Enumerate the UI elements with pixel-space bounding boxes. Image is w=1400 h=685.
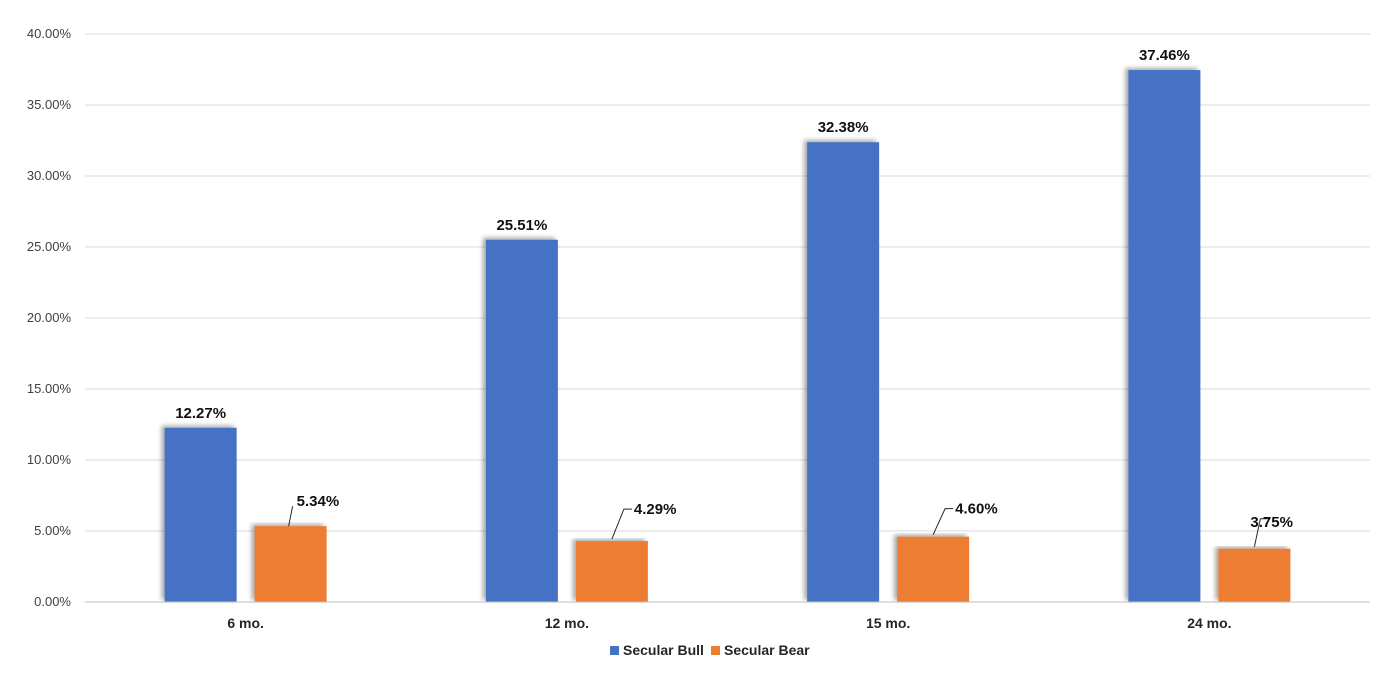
data-label: 3.75% <box>1250 514 1293 531</box>
data-label: 12.27% <box>175 405 226 422</box>
legend-label: Secular Bear <box>724 642 810 658</box>
y-tick-label: 10.00% <box>27 452 72 467</box>
bear-bar <box>575 541 648 602</box>
bear-bar <box>897 536 970 602</box>
data-label: 37.46% <box>1139 47 1190 64</box>
data-label: 32.38% <box>818 119 869 136</box>
legend-swatch <box>610 646 619 655</box>
legend-swatch <box>711 646 720 655</box>
label-leader-line <box>288 506 294 527</box>
bear-bar <box>1218 548 1291 602</box>
y-tick-label: 20.00% <box>27 310 72 325</box>
bars <box>164 70 1291 603</box>
y-tick-label: 40.00% <box>27 26 72 41</box>
legend-label: Secular Bull <box>623 642 704 658</box>
bull-bar <box>485 239 558 602</box>
x-tick-label: 15 mo. <box>866 615 910 631</box>
data-label: 25.51% <box>496 217 547 234</box>
x-tick-label: 24 mo. <box>1187 615 1231 631</box>
x-tick-label: 6 mo. <box>227 615 264 631</box>
y-tick-label: 5.00% <box>34 523 71 538</box>
bull-bar <box>807 142 880 603</box>
y-tick-label: 15.00% <box>27 381 72 396</box>
x-axis-tick-labels: 6 mo. 12 mo. 15 mo. 24 mo. <box>227 615 1231 631</box>
bull-bar <box>1128 70 1201 603</box>
data-label: 5.34% <box>297 493 340 510</box>
label-leader-line <box>932 508 954 535</box>
data-labels: 12.27% 5.34% 25.51% 4.29% 32.38% 4.60% 37.46% 3… <box>175 47 1293 547</box>
y-tick-label: 30.00% <box>27 168 72 183</box>
data-label: 4.60% <box>955 501 998 518</box>
y-axis-tick-labels: 0.00% 5.00% 10.00% 15.00% 20.00% 25.00% 30.00%… <box>27 26 72 609</box>
label-leader-line <box>611 508 632 540</box>
bear-bar <box>254 526 327 602</box>
y-tick-label: 35.00% <box>27 97 72 112</box>
bull-bar <box>164 427 237 602</box>
label-leader-line <box>1253 518 1269 547</box>
y-tick-label: 25.00% <box>27 239 72 254</box>
x-tick-label: 12 mo. <box>545 615 589 631</box>
gridlines <box>85 33 1370 532</box>
data-label: 4.29% <box>634 501 677 518</box>
y-tick-label: 0.00% <box>34 594 71 609</box>
legend: Secular Bull Secular Bear <box>610 642 810 658</box>
